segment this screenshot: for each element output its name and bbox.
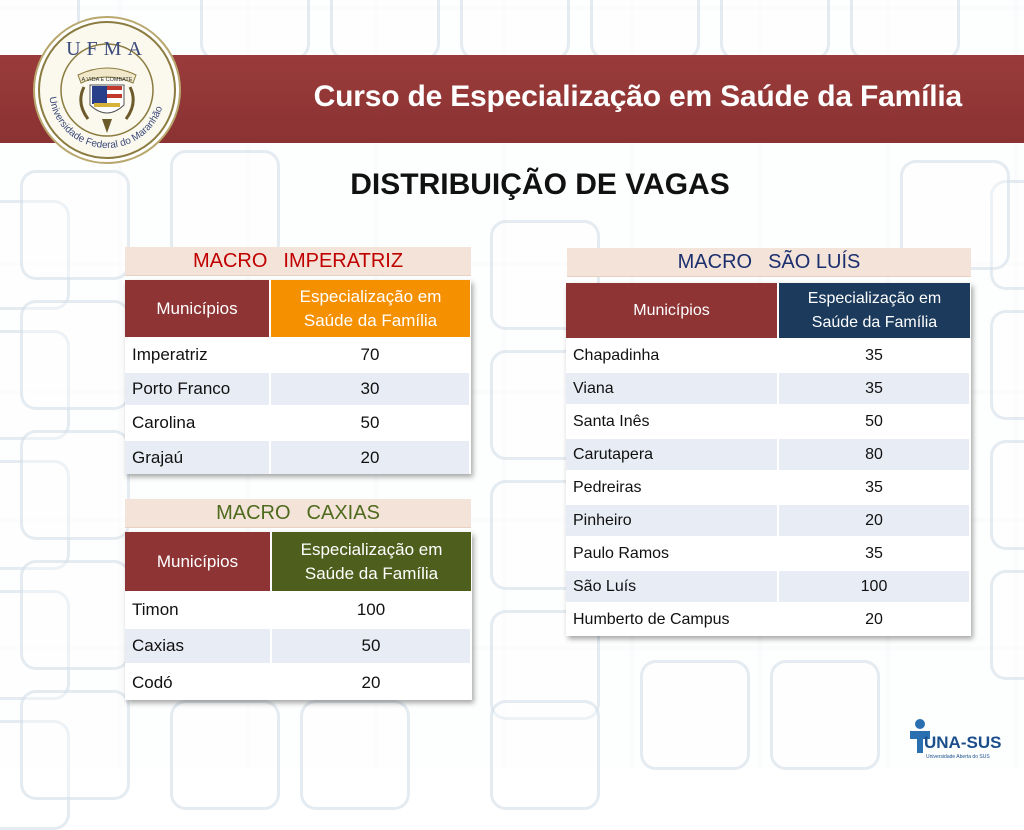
column-header-municipios: Municípios <box>125 532 272 592</box>
table-row: Timon 100 <box>125 591 472 628</box>
table-row: Chapadinha 35 <box>566 338 971 372</box>
svg-text:UNA-SUS: UNA-SUS <box>924 733 1001 752</box>
table-row: Caxias 50 <box>125 627 472 664</box>
table-row: Carolina 50 <box>125 405 471 440</box>
table-row: Paulo Ramos 35 <box>566 536 971 570</box>
table-row: Pinheiro 20 <box>566 503 971 537</box>
table-row: Humberto de Campus 20 <box>566 602 971 636</box>
table-row: Viana 35 <box>566 371 971 405</box>
table-row: Grajaú 20 <box>125 439 471 474</box>
table-row: Santa Inês 50 <box>566 404 971 438</box>
column-header-especializacao: Especialização em Saúde da Família <box>271 532 471 592</box>
table-row: Pedreiras 35 <box>566 470 971 504</box>
svg-text:A VIDA E COMBATE: A VIDA E COMBATE <box>82 77 133 83</box>
column-header-municipios: Municípios <box>566 283 779 339</box>
table-sao-luis: Municípios Especialização em Saúde da Fa… <box>566 283 971 636</box>
table-row: Porto Franco 30 <box>125 371 471 406</box>
svg-text:UFMA: UFMA <box>66 38 148 60</box>
table-row: São Luís 100 <box>566 569 971 603</box>
column-header-especializacao: Especialização em Saúde da Família <box>270 280 470 338</box>
macro-label-imperatriz: MACRO IMPERATRIZ <box>125 247 471 276</box>
svg-text:Universidade Aberta do SUS: Universidade Aberta do SUS <box>926 754 990 760</box>
course-title: Curso de Especialização em Saúde da Famí… <box>313 80 963 113</box>
macro-label-caxias: MACRO CAXIAS <box>125 499 471 528</box>
table-caxias: Municípios Especialização em Saúde da Fa… <box>125 532 472 700</box>
column-header-municipios: Municípios <box>125 280 271 338</box>
table-row: Carutapera 80 <box>566 437 971 471</box>
ufma-logo: UFMA Universidade Federal do Maranhão A … <box>33 16 181 164</box>
table-row: Codó 20 <box>125 663 472 700</box>
table-imperatriz: Municípios Especialização em Saúde da Fa… <box>125 280 471 474</box>
macro-label-sao-luis: MACRO SÃO LUÍS <box>567 248 971 277</box>
unasus-logo: UNA-SUS Universidade Aberta do SUS <box>910 719 1001 760</box>
page-title: DISTRIBUIÇÃO DE VAGAS <box>350 168 730 201</box>
column-header-especializacao: Especialização em Saúde da Família <box>778 283 970 339</box>
table-row: Imperatriz 70 <box>125 337 471 372</box>
